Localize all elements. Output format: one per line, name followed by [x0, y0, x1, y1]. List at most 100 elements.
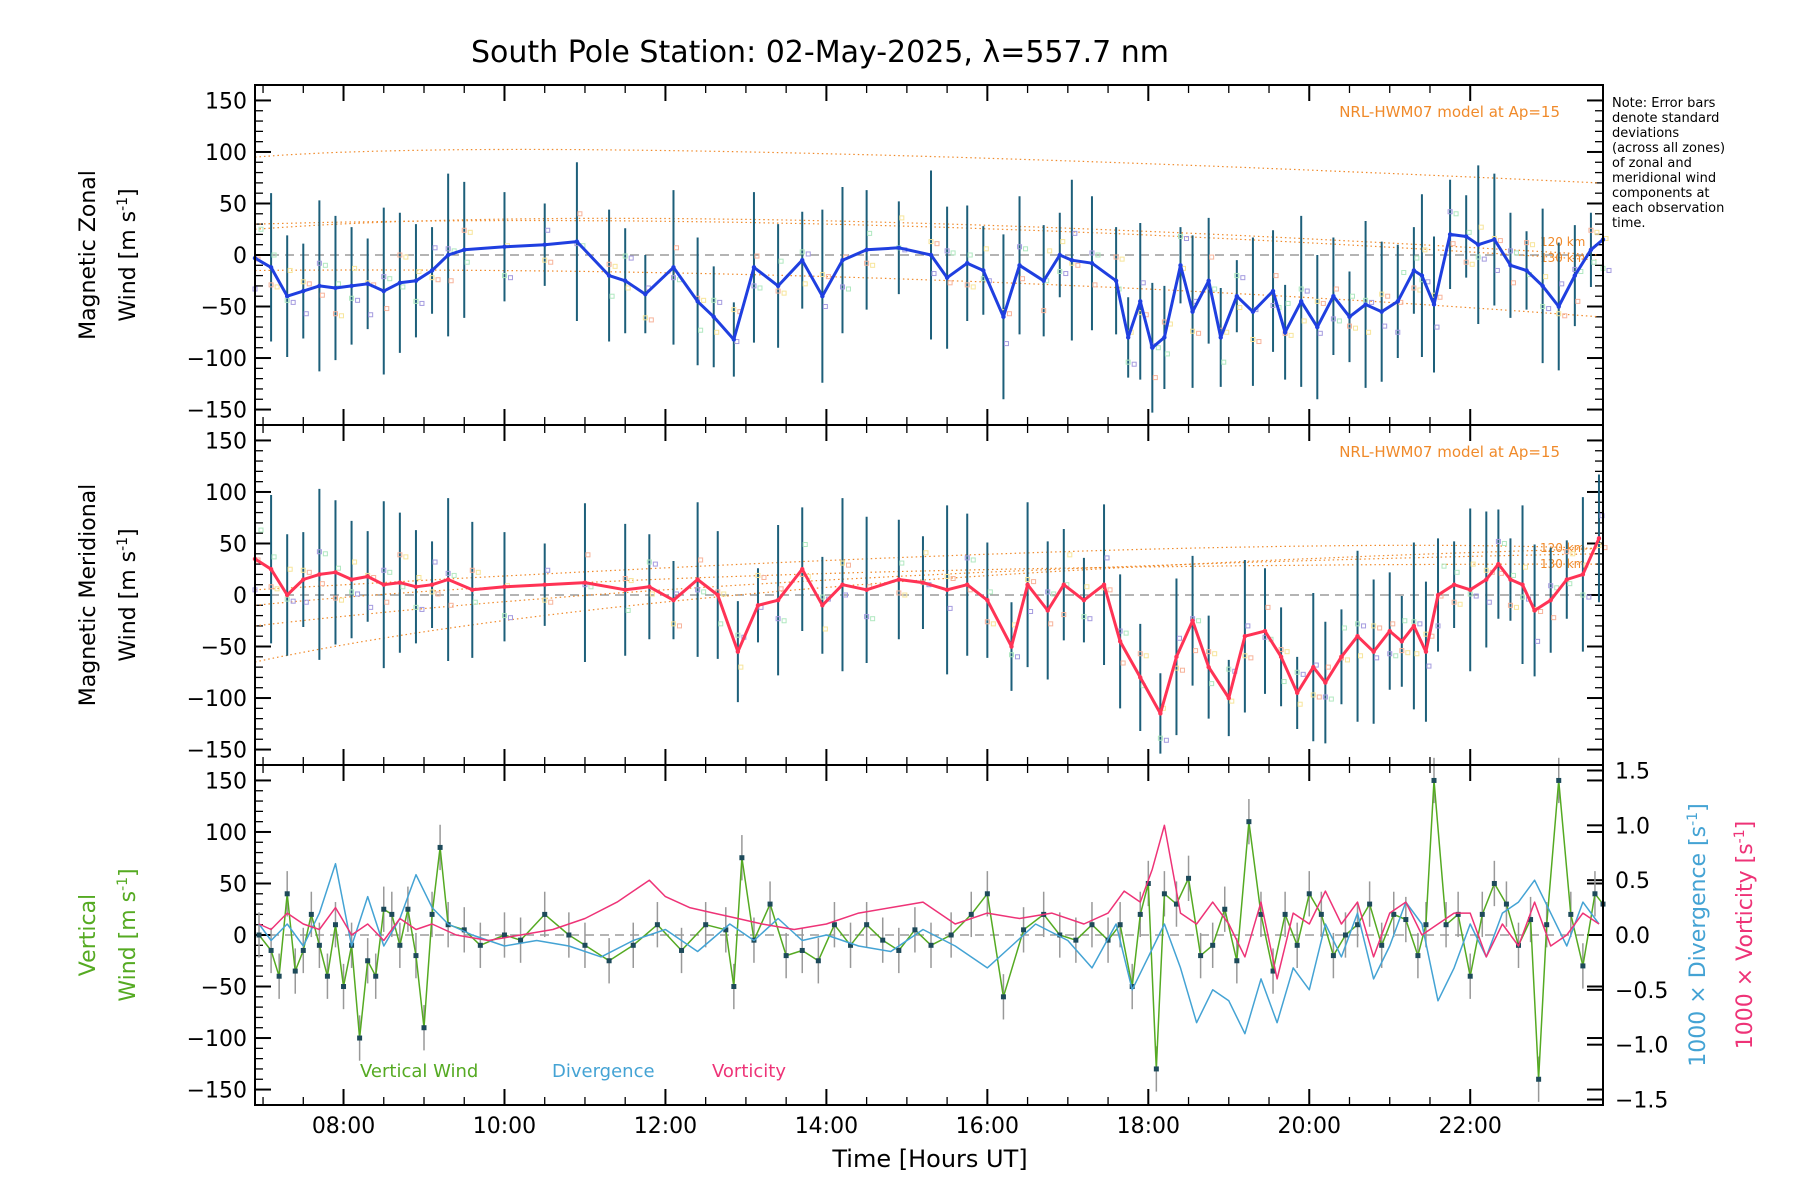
legend-item: Divergence: [552, 1061, 655, 1082]
zone-marker: [332, 595, 338, 601]
zonal-wind-point: [695, 299, 700, 304]
zonal-wind-point: [928, 252, 934, 258]
vertical-wind-point: [767, 901, 773, 907]
x-tick-label: 16:00: [956, 1114, 1019, 1139]
zone-marker: [802, 542, 808, 548]
vertical-wind-point: [373, 973, 379, 979]
zonal-wind-point: [284, 294, 290, 299]
vertical-wind-point: [1153, 1066, 1159, 1072]
meridional-wind-point: [470, 587, 475, 593]
vertical-wind-point: [864, 922, 870, 928]
vertical-wind-point: [413, 953, 419, 959]
zone-marker: [300, 567, 306, 573]
zone-marker: [1157, 735, 1163, 741]
vertical-wind-point: [421, 1025, 427, 1031]
zone-marker: [934, 241, 940, 247]
zonal-wind-point: [1218, 335, 1223, 340]
zonal-wind-point: [800, 257, 805, 263]
zone-marker: [622, 576, 628, 582]
note-line: components at: [1612, 186, 1710, 201]
zone-marker: [306, 281, 312, 287]
zone-marker: [403, 254, 409, 260]
zone-marker: [274, 586, 280, 592]
zone-marker: [1221, 359, 1227, 365]
y-axis-label-line2-text: Wind [m s: [116, 551, 141, 662]
zone-marker: [870, 616, 876, 622]
zone-marker: [1300, 671, 1306, 677]
zonal-wind-point: [365, 281, 370, 287]
zone-marker: [1513, 604, 1519, 610]
zone-marker: [368, 604, 374, 610]
divergence-axis-label-sup: -1: [1685, 812, 1701, 826]
zone-marker: [1317, 330, 1323, 336]
zone-marker: [1313, 662, 1319, 668]
zone-marker: [545, 227, 551, 233]
zone-marker: [1379, 291, 1385, 297]
zonal-wind-point: [1190, 309, 1195, 314]
vertical-wind-point: [1431, 777, 1437, 783]
zone-marker: [397, 552, 403, 558]
y-axis-label-line2-close: ]: [116, 188, 141, 197]
zone-marker: [1152, 375, 1158, 381]
zonal-wind-point: [1347, 314, 1352, 320]
zone-marker: [950, 576, 956, 582]
x-tick-label: 22:00: [1439, 1114, 1502, 1139]
x-tick-label: 08:00: [312, 1114, 375, 1139]
zone-marker: [1057, 268, 1063, 274]
zone-marker: [1137, 651, 1143, 657]
divergence-line: [258, 862, 1600, 1035]
zone-marker: [445, 246, 451, 252]
meridional-wind-point: [1262, 628, 1268, 634]
meridional-wind-point: [1423, 649, 1429, 654]
vertical-wind-point: [582, 942, 588, 948]
vertical-wind-point: [1270, 968, 1276, 974]
zone-marker: [1520, 594, 1526, 600]
vertical-wind-point: [341, 984, 347, 990]
vertical-wind-point: [1021, 927, 1027, 933]
zone-marker: [990, 621, 996, 627]
zone-marker: [349, 295, 355, 301]
vorticity-axis-label-sup: -1: [1732, 829, 1748, 843]
vertical-wind-point: [1234, 958, 1240, 964]
zone-marker: [845, 562, 851, 568]
note-line: meridional wind: [1612, 171, 1717, 186]
zone-marker: [472, 599, 478, 605]
zone-marker: [622, 253, 628, 259]
zonal-wind-point: [1234, 294, 1240, 299]
zone-marker: [1513, 250, 1519, 256]
zone-marker: [429, 275, 435, 281]
meridional-wind-point: [1294, 690, 1300, 696]
zone-marker: [400, 284, 406, 290]
zone-marker: [1451, 599, 1457, 605]
meridional-wind-point: [317, 572, 322, 577]
zone-marker: [625, 285, 631, 291]
vertical-wind-point: [1330, 953, 1336, 959]
vertical-wind-point: [1556, 777, 1562, 783]
zone-marker: [1294, 669, 1300, 675]
vertical-wind-point: [477, 942, 483, 948]
zone-marker: [735, 632, 741, 638]
zone-marker: [1470, 561, 1476, 567]
zone-marker: [606, 261, 612, 267]
meridional-wind-point: [1387, 628, 1392, 634]
zone-marker: [300, 279, 306, 285]
vertical-wind-point: [1568, 911, 1574, 917]
vertical-wind-point: [1544, 922, 1550, 928]
vertical-wind-point: [276, 973, 282, 979]
zone-marker: [501, 273, 507, 279]
zone-marker: [1562, 313, 1568, 319]
vertical-wind-point: [1210, 942, 1216, 948]
vorticity-axis-label: 1000 × Vorticity [s-1]: [1732, 821, 1758, 1049]
zone-marker: [701, 297, 707, 303]
zone-marker: [1229, 698, 1235, 704]
zone-marker: [1352, 325, 1358, 331]
x-tick-label: 14:00: [795, 1114, 858, 1139]
meridional-wind-point: [1226, 695, 1231, 701]
zonal-wind-point: [574, 239, 580, 244]
zone-marker: [349, 589, 355, 595]
zone-marker: [384, 306, 390, 312]
zone-marker: [1355, 621, 1361, 627]
zone-marker: [1140, 280, 1146, 286]
zonal-wind-point: [1041, 278, 1046, 283]
